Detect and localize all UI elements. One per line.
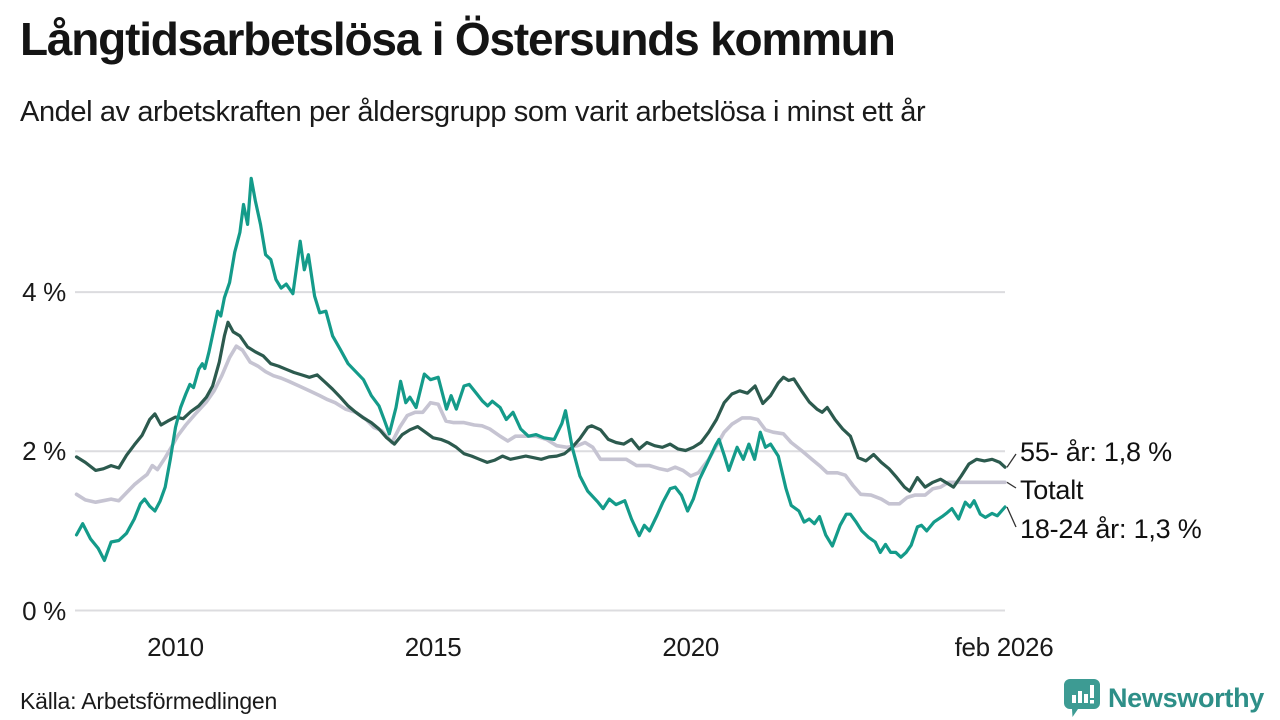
page-title: Långtidsarbetslösa i Östersunds kommun — [20, 13, 896, 65]
x-tick-label: feb 2026 — [954, 632, 1054, 662]
y-tick-label: 2 % — [22, 436, 66, 467]
line-label-totalt: Totalt — [1020, 475, 1084, 505]
label-connector-18-24 — [1006, 506, 1017, 528]
newsworthy-wordmark: Newsworthy — [1107, 682, 1264, 713]
label-connector-55 — [1006, 453, 1017, 468]
line-label-18-24: 18-24 år: 1,3 % — [1020, 514, 1202, 544]
series-line-totalt — [74, 344, 1007, 506]
label-connector-totalt — [1006, 481, 1017, 489]
source-note: Källa: Arbetsförmedlingen — [20, 688, 278, 714]
line-label-55: 55- år: 1,8 % — [1020, 437, 1172, 467]
x-tick-label: 2020 — [662, 632, 720, 662]
series-line-18-24 — [74, 176, 1007, 563]
newsworthy-icon — [1063, 679, 1100, 717]
y-tick-label: 0 % — [22, 595, 66, 626]
series-line-55 — [74, 320, 1007, 493]
bar-chart-glyph — [1071, 685, 1094, 704]
page-subtitle: Andel av arbetskraften per åldersgrupp s… — [20, 96, 926, 128]
x-tick-label: 2010 — [147, 632, 204, 662]
x-tick-label: 2015 — [404, 632, 462, 662]
y-tick-label: 4 % — [22, 277, 66, 308]
newsworthy-logo: Newsworthy — [1063, 678, 1264, 718]
